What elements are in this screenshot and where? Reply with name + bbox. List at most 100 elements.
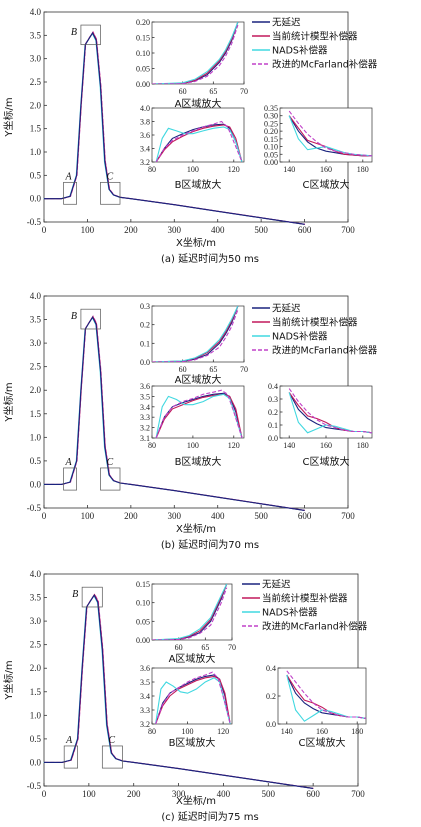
inset-y-tick-label: 0.25 [264, 119, 278, 128]
inset-line-series-4 [286, 670, 366, 719]
y-tick-label: -0.5 [27, 503, 42, 513]
zoom-region-box-b [80, 308, 101, 330]
inset-y-tick-label: 0.00 [136, 80, 150, 89]
inset-y-tick-label: 0.4 [268, 382, 278, 391]
x-tick-label: 400 [211, 225, 225, 235]
inset-frame [151, 385, 245, 439]
inset-frame [279, 385, 373, 439]
inset-y-tick-label: 0.20 [264, 127, 278, 136]
inset-y-tick-label: 0.15 [136, 580, 150, 589]
inset-y-tick-label: 3.6 [140, 664, 150, 673]
y-tick-label: 2.0 [30, 385, 42, 395]
zoom-region-box-a [63, 745, 78, 769]
inset-x-tick-label: 160 [320, 165, 332, 174]
y-tick-label: -0.5 [27, 781, 42, 791]
inset-1: 0.00 0.05 0.10 0.15 60 65 70 A区域放大 [136, 580, 236, 665]
main-line-series-1 [44, 316, 305, 511]
x-tick-label: 100 [81, 225, 95, 235]
inset-frame [151, 107, 245, 163]
zoom-region-box-c [100, 181, 121, 205]
inset-line-series-2 [288, 115, 372, 157]
y-tick-label: 0.5 [30, 734, 42, 744]
zoom-region-label-b: B [72, 589, 78, 600]
y-tick-label: 4.0 [30, 291, 42, 301]
y-tick-label: 0.5 [30, 456, 42, 466]
inset-x-tick-label: 60 [175, 643, 183, 652]
panel-caption: (b) 延迟时间为70 ms [161, 538, 259, 551]
inset-x-tick-label: 80 [148, 727, 156, 736]
inset-x-tick-label: 120 [228, 165, 240, 174]
inset-y-tick-label: 0.0 [266, 720, 276, 729]
inset-line-series-2 [155, 675, 231, 724]
legend-label: NADS补偿器 [272, 45, 328, 57]
x-tick-label: 300 [168, 225, 182, 235]
x-tick-label: 300 [168, 511, 182, 521]
zoom-region-label-a: A [65, 735, 73, 746]
y-tick-label: 0.0 [30, 479, 42, 489]
zoom-region-label-b: B [71, 311, 77, 322]
inset-x-tick-label: 60 [179, 87, 187, 96]
inset-y-tick-label: 0.0 [140, 358, 150, 367]
inset-2: 3.13.2 3.33.4 3.53.6 80 100 120 B区域放大 [140, 382, 245, 468]
inset-y-tick-label: 0.05 [264, 150, 278, 159]
inset-x-tick-label: 70 [240, 87, 248, 96]
inset-y-tick-label: 0.15 [136, 34, 150, 43]
inset-title: C区域放大 [303, 455, 350, 468]
inset-line-series-3 [152, 306, 239, 362]
zoom-region-box-c [100, 467, 121, 491]
inset-line-series-3 [152, 584, 228, 640]
panel-caption: (a) 延迟时间为50 ms [161, 252, 259, 265]
inset-x-tick-label: 70 [228, 643, 236, 652]
inset-x-tick-label: 180 [357, 165, 369, 174]
x-tick-label: 700 [341, 225, 355, 235]
inset-y-tick-label: 3.3 [140, 413, 150, 422]
inset-x-tick-label: 160 [316, 727, 328, 736]
zoom-region-box-a [63, 467, 77, 491]
inset-x-tick-label: 180 [357, 441, 369, 450]
y-tick-label: 3.5 [30, 315, 42, 325]
inset-x-tick-label: 140 [283, 441, 295, 450]
inset-x-tick-label: 120 [217, 727, 229, 736]
inset-y-tick-label: 3.4 [140, 145, 150, 154]
inset-frame [279, 107, 373, 163]
inset-x-tick-label: 80 [148, 165, 156, 174]
inset-line-series-4 [152, 309, 239, 362]
inset-line-series-4 [152, 24, 239, 84]
x-tick-label: 500 [254, 225, 268, 235]
inset-title: C区域放大 [303, 178, 350, 191]
inset-y-tick-label: 0.0 [268, 434, 278, 443]
inset-x-tick-label: 100 [187, 441, 199, 450]
y-tick-label: 1.5 [30, 124, 42, 134]
x-tick-label: 100 [81, 511, 95, 521]
x-tick-label: 600 [298, 511, 312, 521]
y-tick-label: 3.0 [30, 54, 42, 64]
inset-3: 0.0 0.2 0.4 140 160 180 C区域放大 [266, 664, 367, 749]
legend-label: NADS补偿器 [262, 607, 318, 619]
inset-x-tick-label: 60 [179, 365, 187, 374]
y-tick-label: 2.0 [30, 100, 42, 110]
legend-label: 改进的McFarland补偿器 [262, 621, 368, 633]
x-axis-label: X坐标/m [176, 523, 216, 535]
inset-title: C区域放大 [299, 736, 346, 749]
y-tick-label: 1.0 [30, 710, 42, 720]
inset-y-tick-label: 0.05 [136, 617, 150, 626]
inset-title: A区域放大 [169, 652, 216, 665]
inset-title: A区域放大 [175, 373, 222, 386]
main-line-series-1 [44, 594, 314, 789]
zoom-region-label-c: C [106, 457, 113, 468]
inset-line-series-4 [152, 587, 228, 640]
inset-line-series-2 [155, 124, 243, 162]
zoom-region-label-c: C [108, 735, 115, 746]
y-tick-label: 2.5 [30, 640, 42, 650]
legend-label: 无延迟 [262, 579, 291, 591]
y-tick-label: 1.5 [30, 687, 42, 697]
inset-y-tick-label: 3.5 [140, 678, 150, 687]
inset-x-tick-label: 120 [228, 441, 240, 450]
y-tick-label: 2.5 [30, 77, 42, 87]
inset-line-series-4 [155, 389, 243, 438]
zoom-region-box-c [101, 745, 123, 769]
